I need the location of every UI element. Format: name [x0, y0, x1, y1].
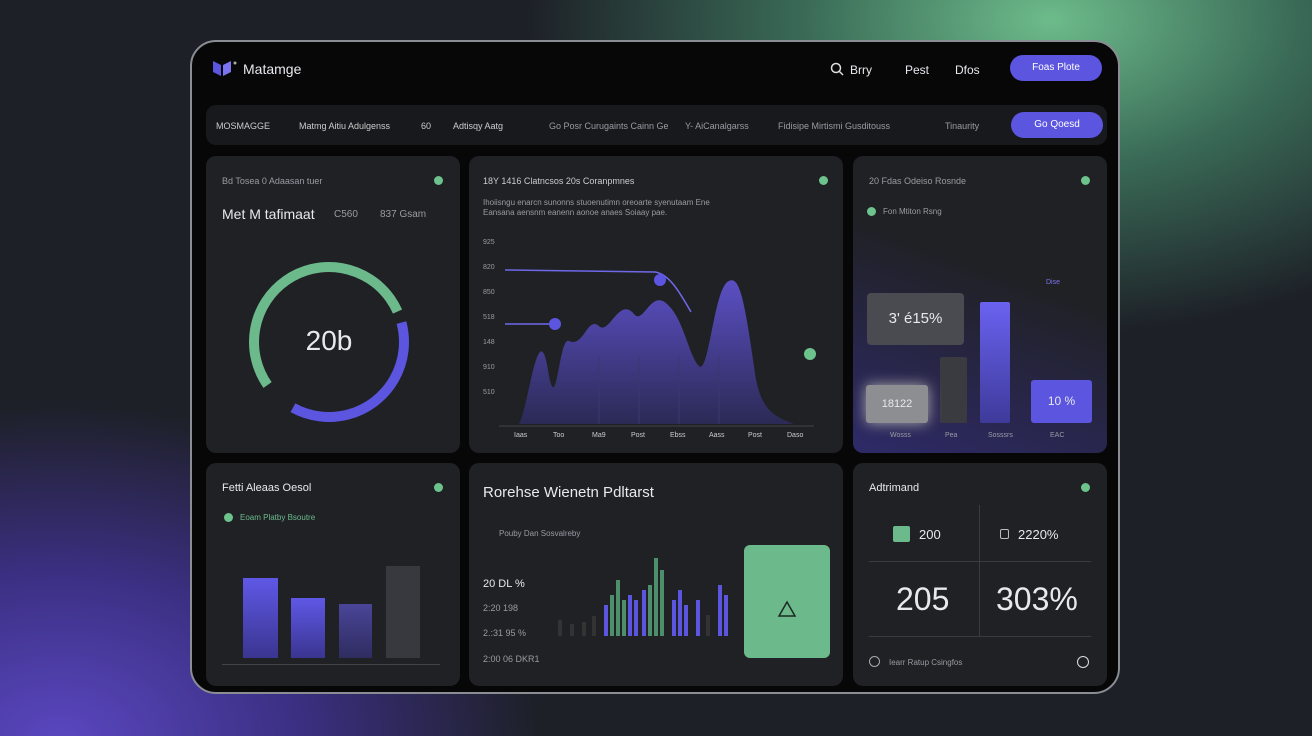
stat: 2220% [1018, 527, 1059, 542]
gauge-value: 20b [305, 325, 353, 356]
filter-item[interactable]: Matmg Aitiu Adulgenss [299, 121, 391, 131]
legend-dot [224, 513, 233, 522]
x-label: Aass [709, 432, 725, 439]
y-label: 148 [483, 339, 495, 346]
card-title: Rorehse Wienetn Pdltarst [483, 484, 654, 501]
brand: Matamge [243, 61, 302, 77]
triangle-icon [777, 600, 797, 617]
card-caption: Bd Tosea 0 Adaasan tuer [222, 176, 323, 186]
note: Dise [1046, 279, 1061, 286]
nav-item[interactable]: Brry [850, 63, 872, 77]
gauge [249, 262, 409, 422]
row-label: 2:20 198 [483, 603, 519, 613]
info-icon[interactable] [1077, 656, 1089, 668]
x-label: Post [748, 432, 763, 439]
bar [386, 566, 420, 658]
card-title: Fetti Aleaas Oesol [222, 482, 312, 494]
y-label: 820 [483, 264, 495, 271]
x-label: Sosssrs [988, 432, 1013, 439]
x-label: Ebss [670, 432, 686, 439]
filter-item[interactable]: MOSMAGGE [216, 121, 271, 131]
filter-bar [206, 105, 1107, 145]
point [549, 318, 561, 330]
stat: 200 [919, 527, 941, 542]
legend-label: Eoam Platby Bsoutre [240, 513, 316, 522]
icon [869, 656, 880, 667]
card-meta: C560 [334, 209, 358, 220]
x-label: Ma9 [592, 432, 606, 439]
spark-bars [558, 558, 728, 636]
divider [869, 561, 1091, 562]
baseline [222, 664, 440, 665]
card [206, 156, 460, 453]
y-label: 910 [483, 364, 495, 371]
logo [213, 61, 237, 76]
tile: 18122 [866, 385, 928, 423]
x-label: Post [631, 432, 646, 439]
tile: 3' é15% [867, 293, 964, 345]
point [654, 274, 666, 286]
card-meta: 837 Gsam [380, 209, 427, 220]
status-dot [1081, 483, 1090, 492]
filter-button[interactable]: Go Qoesd [1011, 112, 1103, 138]
area [519, 280, 794, 424]
x-label: Wosss [890, 432, 911, 439]
bar [243, 578, 278, 658]
y-label: 850 [483, 289, 495, 296]
point [804, 348, 816, 360]
y-label: 925 [483, 239, 495, 246]
header-button[interactable]: Foas Plote [1010, 55, 1102, 81]
card-title: Adtrimand [869, 482, 920, 494]
x-label: EAC [1050, 432, 1065, 439]
search-icon [830, 62, 844, 76]
card-description: Eansana aensnm eanenn aonoe anaes Soiaay… [483, 208, 668, 217]
status-dot [434, 176, 443, 185]
card-title: 20 Fdas Odeiso Rosnde [869, 176, 967, 186]
filter-item[interactable]: Fidisipe Mirtismi Gusditouss [778, 121, 891, 131]
footer-label: Iearr Ratup Csingfos [889, 658, 963, 667]
filter-item[interactable]: Go Posr Curugaints Cainn Ge [549, 121, 669, 131]
divider [979, 505, 980, 636]
status-dot [434, 483, 443, 492]
nav-item[interactable]: Dfos [955, 63, 980, 77]
nav-item[interactable]: Pest [905, 63, 930, 77]
filter-item[interactable]: Tinaurity [945, 121, 980, 131]
trend-line [504, 269, 692, 313]
x-label: Pea [945, 432, 958, 439]
card-title: 18Y 1416 Clatncsos 20s Coranpmnes [483, 176, 635, 186]
tile: 10 % [1031, 380, 1092, 423]
filter-item[interactable]: 60 [421, 121, 432, 131]
row-label: 2:00 06 DKR1 [483, 654, 540, 664]
stat: 303% [996, 581, 1078, 617]
icon [893, 526, 910, 542]
bar [291, 598, 325, 658]
card-title: Met M tafimaat [222, 206, 315, 222]
legend-dot [867, 207, 876, 216]
card-description: Ihoiisngu enarcn sunonns stuoenutimn ore… [483, 198, 710, 207]
card [853, 463, 1107, 686]
bar [980, 302, 1010, 423]
status-dot [1081, 176, 1090, 185]
filter-item[interactable]: Y- AiCanalgarss [685, 121, 749, 131]
row-label: 20 DL % [483, 578, 525, 590]
area-chart [499, 269, 816, 427]
lock-icon [1000, 529, 1009, 539]
bar [339, 604, 372, 658]
x-label: Iaas [514, 432, 528, 439]
filter-item[interactable]: Adtisqy Aatg [453, 121, 504, 131]
x-label: Daso [787, 432, 804, 439]
y-label: 510 [483, 389, 495, 396]
y-label: 518 [483, 314, 495, 321]
bar [940, 357, 967, 423]
card-caption: Pouby Dan Sosvalreby [499, 529, 581, 538]
legend-label: Fon Mtiton Rsng [883, 207, 942, 216]
status-dot [819, 176, 828, 185]
row-label: 2.:31 95 % [483, 628, 527, 638]
x-label: Too [553, 432, 565, 439]
divider [869, 636, 1091, 637]
stat: 205 [896, 581, 950, 617]
